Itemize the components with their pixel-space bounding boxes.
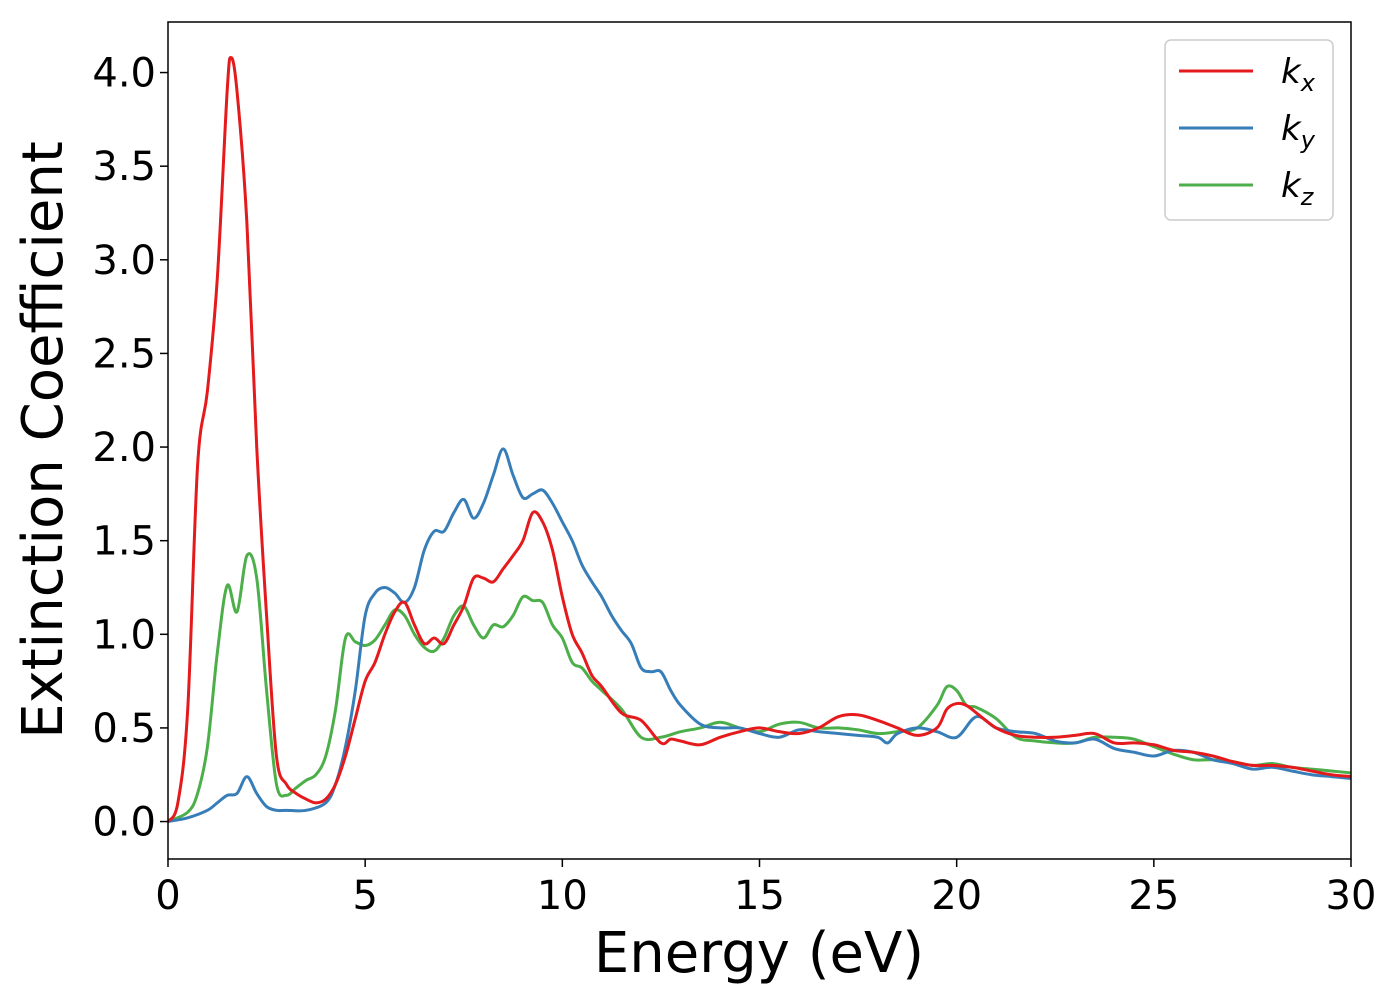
x-tick-label: 20: [931, 873, 982, 919]
legend-box: [1164, 39, 1334, 221]
legend-subscript-y: y: [1300, 126, 1316, 154]
y-tick-label: 0.5: [92, 706, 156, 752]
y-axis-ticks: 0.0 0.5 1.0 1.5 2.0 2.5 3.0 3.5 4.0: [92, 51, 168, 846]
series-line-kx: [168, 56, 1351, 824]
y-tick-label: 0.0: [92, 800, 156, 846]
y-tick-label: 3.5: [92, 144, 156, 190]
x-tick-label: 30: [1326, 873, 1377, 919]
y-axis-label: Extinction Coefficient: [11, 141, 76, 739]
x-tick-label: 0: [155, 873, 180, 919]
x-tick-label: 15: [734, 873, 785, 919]
x-tick-label: 25: [1128, 873, 1179, 919]
x-axis-ticks: 0 5 10 15 20 25 30: [155, 859, 1376, 919]
y-tick-label: 1.0: [92, 612, 156, 658]
legend-subscript-z: z: [1300, 183, 1315, 211]
series-line-ky: [168, 447, 1351, 824]
y-tick-label: 1.5: [92, 519, 156, 565]
x-tick-label: 10: [537, 873, 588, 919]
series-layer: [168, 56, 1351, 824]
y-tick-label: 2.5: [92, 331, 156, 377]
y-tick-label: 4.0: [92, 51, 156, 97]
legend-subscript-x: x: [1300, 69, 1316, 97]
x-axis-label: Energy (eV): [594, 921, 924, 986]
legend-label-kx: kx: [1281, 52, 1316, 97]
x-tick-label: 5: [352, 873, 377, 919]
y-tick-label: 2.0: [92, 425, 156, 471]
y-tick-label: 3.0: [92, 238, 156, 284]
